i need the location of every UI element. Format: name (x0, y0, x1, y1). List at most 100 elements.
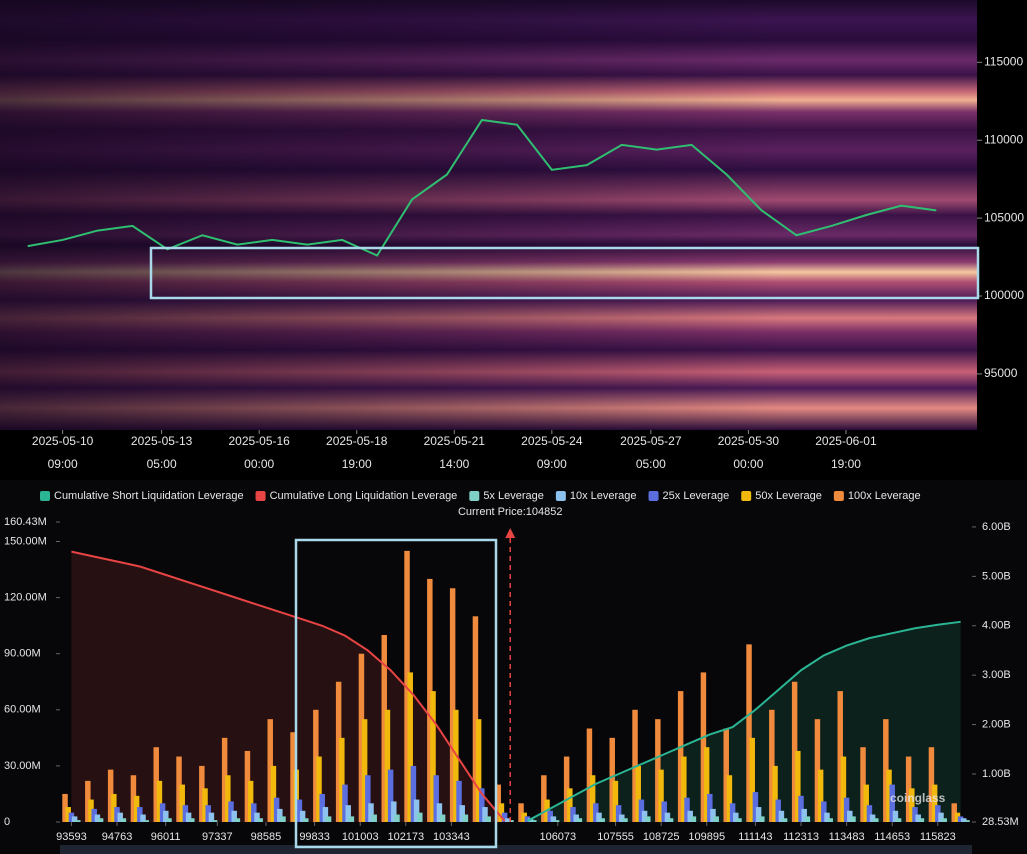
legend-label: Cumulative Short Liquidation Leverage (54, 490, 244, 502)
bar (143, 820, 149, 822)
bar (550, 816, 557, 822)
bar (909, 788, 915, 822)
y-tick-label: 115000 (984, 54, 1023, 68)
bar (358, 653, 365, 822)
bar (166, 818, 172, 822)
bar (498, 803, 505, 822)
bar (863, 784, 869, 822)
bar (345, 805, 351, 822)
bar (137, 807, 143, 822)
bar (622, 818, 628, 822)
x-tick-label: 14:00 (439, 457, 469, 471)
bar (837, 691, 843, 822)
bar (159, 803, 166, 822)
bar (589, 775, 596, 822)
bar (684, 797, 690, 822)
x-tick-label: 98585 (251, 831, 282, 843)
legend-swatch (833, 491, 844, 501)
bar (257, 818, 263, 822)
bar (531, 820, 537, 822)
bar (905, 756, 912, 822)
bar (303, 818, 309, 822)
bar (234, 818, 241, 822)
bar (860, 747, 866, 822)
bar (130, 775, 137, 822)
bar (661, 801, 667, 822)
bar (524, 816, 531, 822)
cumulative-area (71, 551, 505, 822)
bar (664, 812, 671, 822)
bar (781, 818, 788, 822)
bar (459, 805, 465, 822)
y2-tick-label: 4.00B (982, 620, 1011, 632)
bar (391, 801, 397, 822)
bar (456, 780, 462, 822)
bar (179, 784, 185, 822)
bar (202, 788, 208, 822)
bar (723, 728, 729, 822)
x-tick-label: 00:00 (733, 457, 763, 471)
bar (368, 803, 374, 822)
bar (576, 818, 583, 822)
bar (703, 747, 710, 822)
bar (957, 816, 964, 822)
bar (410, 765, 417, 822)
bar (912, 807, 918, 822)
bar (638, 799, 645, 822)
bar (928, 747, 935, 822)
bar (658, 769, 664, 822)
bar (436, 803, 443, 822)
bar (114, 807, 120, 822)
bar (176, 756, 182, 822)
bar (791, 681, 798, 822)
watermark: coinglass (890, 791, 946, 805)
bar (335, 681, 342, 822)
bar (189, 818, 195, 822)
x-tick-label: 2025-05-21 (424, 434, 486, 448)
bar (475, 719, 482, 822)
x-tick-label: 109895 (688, 831, 725, 843)
x-tick-label: 2025-05-24 (521, 434, 583, 448)
legend-swatch (255, 491, 266, 501)
bar (547, 810, 553, 822)
bar (615, 805, 622, 822)
bar (313, 709, 319, 822)
bar (413, 799, 420, 822)
bar (746, 644, 752, 822)
bar (687, 810, 693, 822)
x-tick-label: 115823 (920, 831, 956, 843)
bar (570, 807, 576, 822)
bar (342, 784, 348, 822)
y-tick-label: 90.00M (4, 648, 41, 660)
bar (641, 810, 648, 822)
bar (935, 805, 941, 822)
bar (915, 814, 921, 822)
bar (667, 818, 674, 822)
bar (228, 801, 234, 822)
bar (586, 728, 593, 822)
x-tick-label: 101003 (342, 831, 379, 843)
bar (804, 816, 811, 822)
bar (752, 792, 759, 822)
bar (918, 818, 925, 822)
bar (205, 805, 211, 822)
bar (759, 816, 765, 822)
bar (938, 812, 944, 822)
bar (199, 765, 205, 822)
bar (387, 769, 394, 822)
bar (954, 812, 961, 822)
bar (821, 801, 827, 822)
bar (612, 780, 619, 822)
bar (726, 775, 733, 822)
legend-label: 5x Leverage (483, 490, 544, 502)
scrollbar (60, 845, 972, 854)
bar (433, 775, 439, 822)
bar (153, 747, 159, 822)
bar (778, 810, 785, 822)
legend-swatch (648, 491, 659, 501)
bar (280, 816, 286, 822)
bar (107, 769, 114, 822)
y-tick-label: 150.00M (4, 535, 47, 547)
legend-swatch (741, 491, 752, 501)
bar (111, 793, 117, 822)
